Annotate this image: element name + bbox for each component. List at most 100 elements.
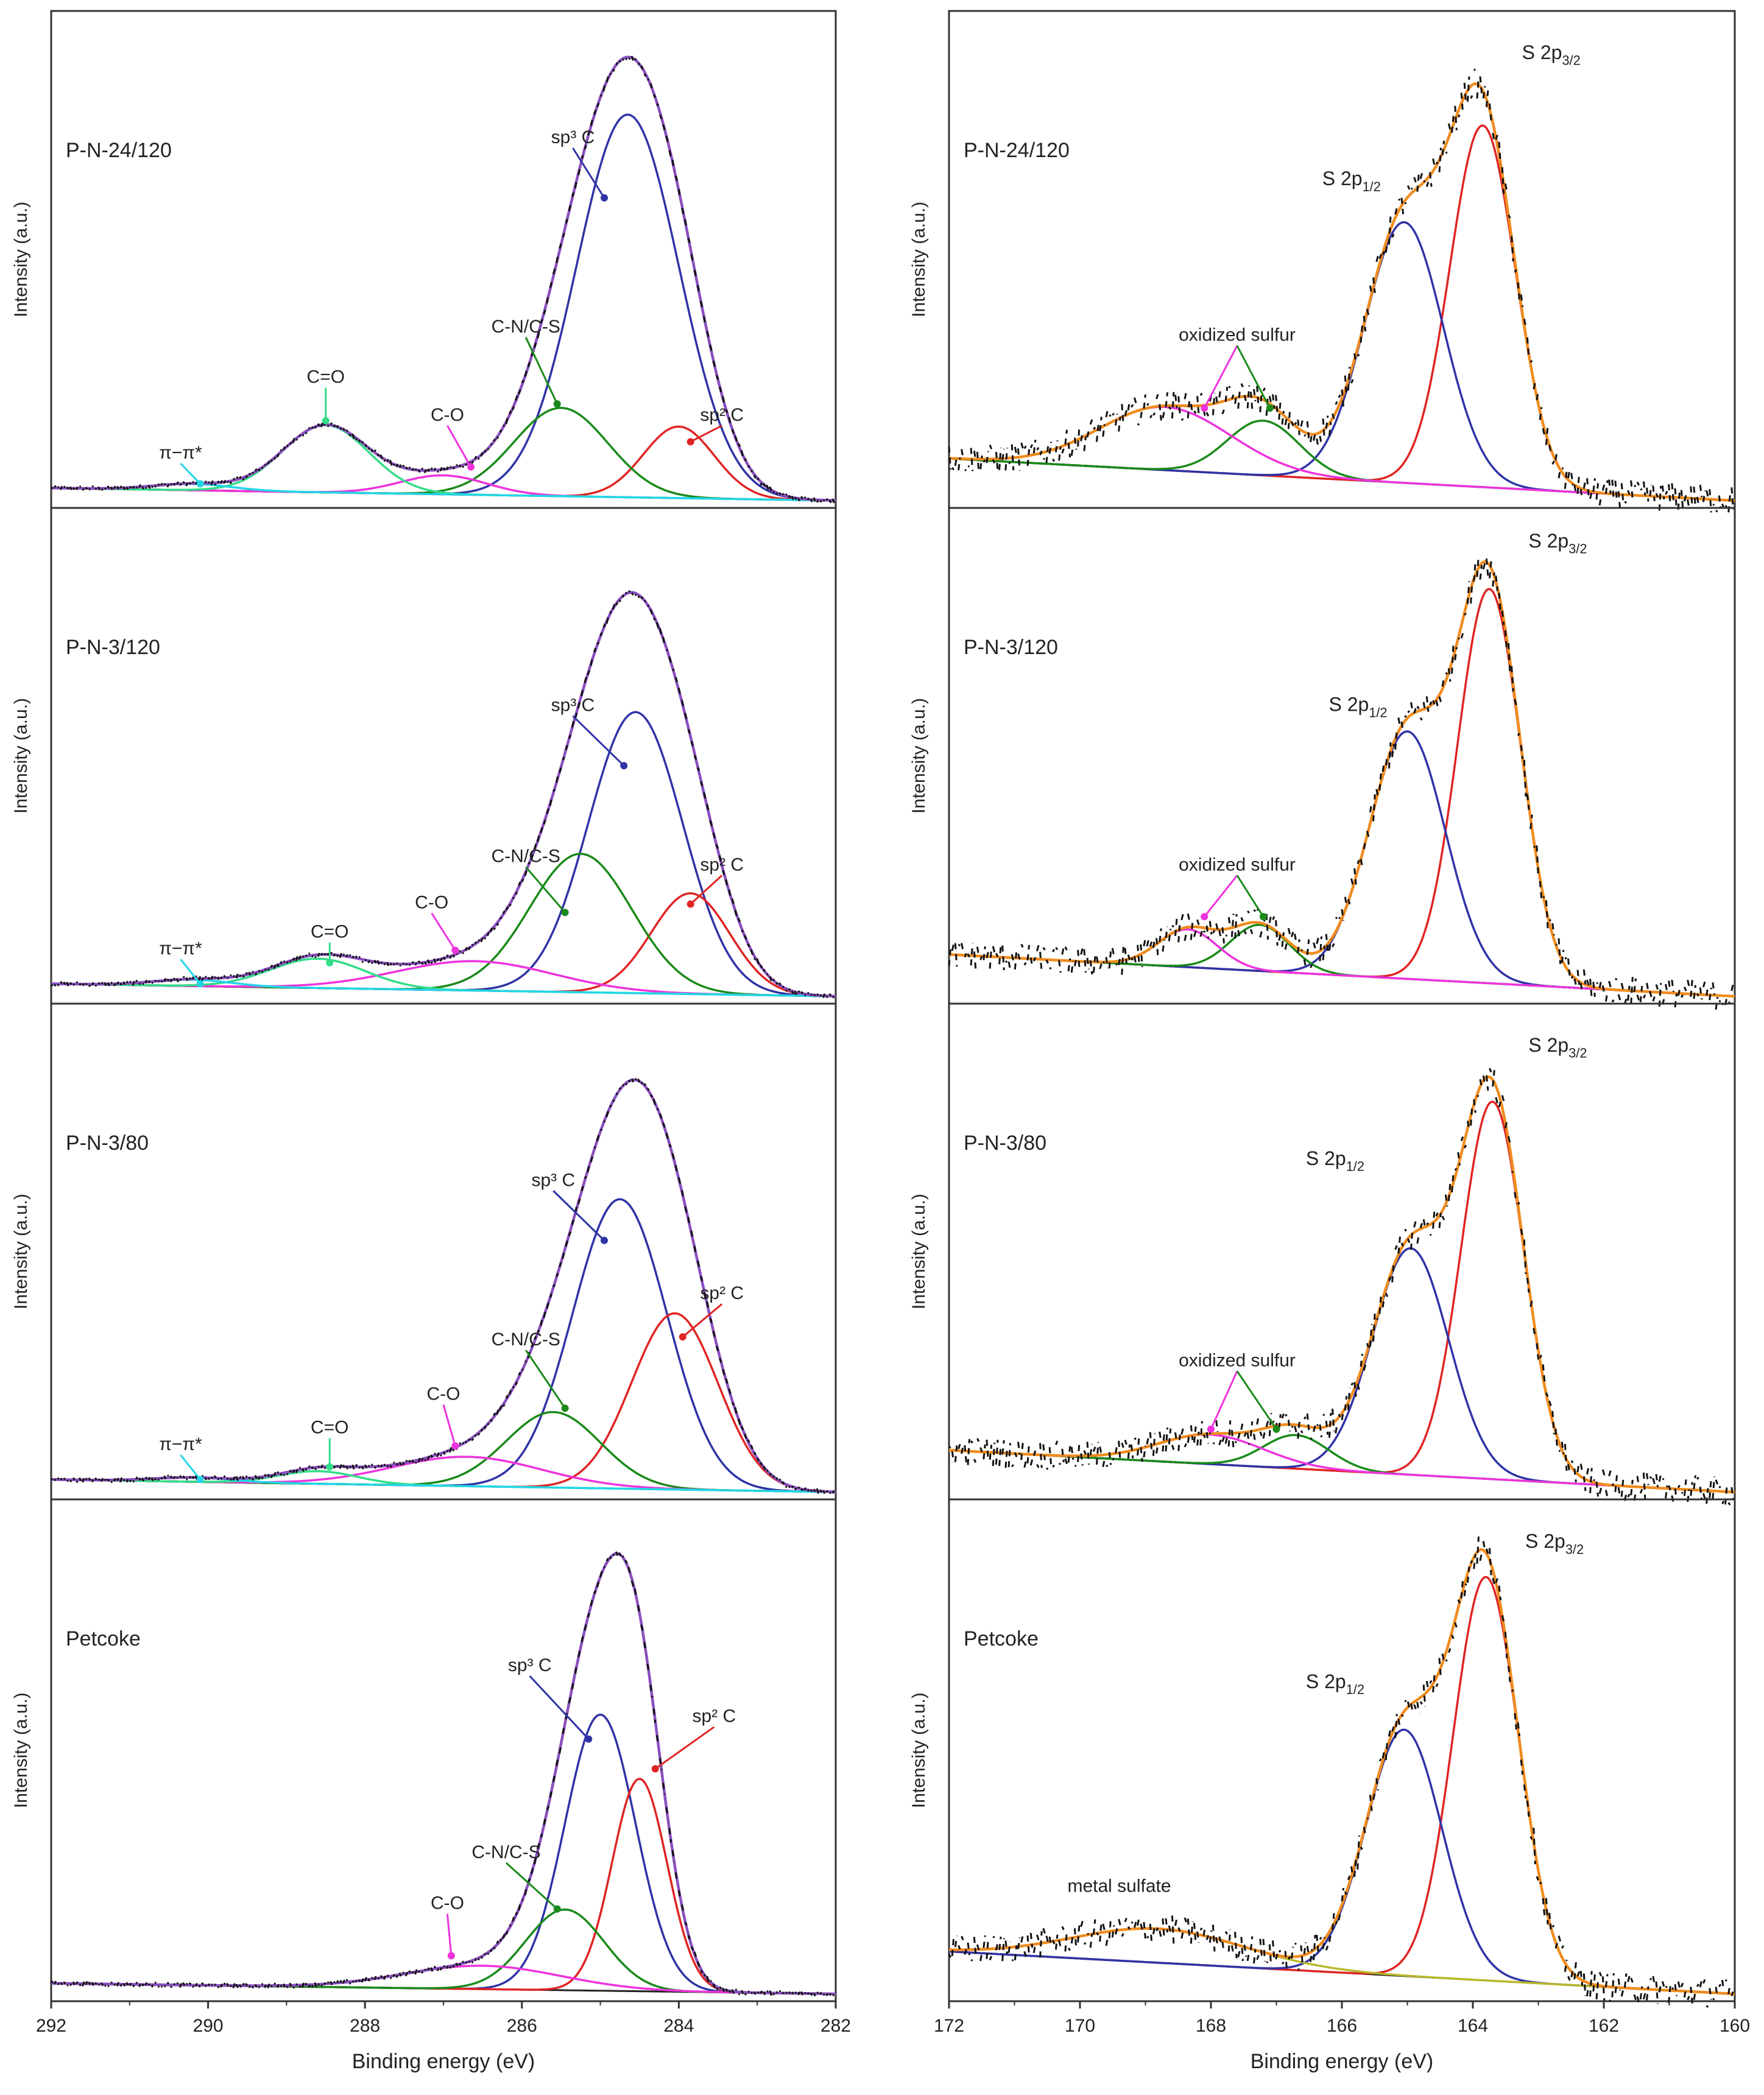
sample-label: P-N-3/120: [964, 636, 1058, 659]
annotation-arrowhead: [601, 194, 609, 202]
annotation-arrow: [525, 866, 566, 914]
sample-label: Petcoke: [66, 1627, 141, 1650]
annotation-arrow: [442, 1404, 456, 1446]
peak-label-s-2p1-2: S 2p1/2: [1322, 167, 1381, 194]
annotation-arrow: [524, 1350, 566, 1409]
annotation-arrowhead: [326, 1463, 334, 1471]
fit-envelope: [948, 1075, 1735, 1494]
peak-label-oxidized-sulfur: oxidized sulfur: [1179, 854, 1296, 875]
annotation-arrow: [572, 715, 625, 767]
annotation-arrow: [654, 1726, 715, 1770]
panel-s2p-petcoke: Petcoke Intensity (a.u.) S 2p3/2 S 2p1/2 met…: [909, 1498, 1750, 2073]
annotation-arrowhead: [326, 959, 334, 967]
peak-label-c-n-c-s: C-N/C-S: [492, 847, 560, 867]
peak-label-s-2p3-2: S 2p3/2: [1528, 530, 1587, 557]
peak-label-s-2p3-2: S 2p3/2: [1522, 41, 1581, 68]
annotation-arrowhead: [601, 1236, 609, 1244]
annotation-arrowhead: [553, 400, 561, 408]
x-tick-label: 170: [1065, 2016, 1095, 2036]
annotation-arrowhead: [196, 1476, 204, 1484]
annotation-arrow: [506, 1862, 558, 1910]
peak-label-sp-c: sp² C: [700, 854, 744, 875]
x-tick-label: 168: [1196, 2016, 1226, 2036]
raw-data: [51, 1078, 835, 1495]
y-axis-label: Intensity (a.u.): [11, 698, 31, 814]
y-axis-label: Intensity (a.u.): [909, 202, 929, 317]
x-tick-label: 282: [820, 2016, 851, 2036]
panel-s2p-p-n-3-120: P-N-3/120 Intensity (a.u.) S 2p3/2 S 2p1/2 o…: [909, 507, 1736, 1010]
annotation-arrowhead: [467, 463, 475, 471]
peak-label-oxidized-sulfur: oxidized sulfur: [1179, 325, 1296, 345]
peak-label-c-o: C-O: [431, 405, 464, 425]
annotation-arrow: [1236, 1370, 1277, 1430]
annotation-arrowhead: [561, 1404, 569, 1412]
annotation-arrowhead: [651, 1765, 659, 1773]
x-tick-label: 292: [36, 2016, 66, 2036]
annotation-arrow: [1204, 875, 1238, 918]
y-axis-label: Intensity (a.u.): [11, 202, 31, 317]
fit-envelope: [948, 82, 1735, 502]
annotation-arrow: [682, 1303, 723, 1338]
panel-c1s-p-n-24-120: P-N-24/120 Intensity (a.u.) sp³ C sp² C C-N/…: [11, 10, 837, 509]
x-tick-label: 164: [1458, 2016, 1488, 2036]
y-axis-label: Intensity (a.u.): [909, 1194, 929, 1309]
annotation-arrow: [431, 912, 456, 951]
x-axis-label: Binding energy (eV): [352, 2050, 535, 2073]
annotation-arrowhead: [1272, 1425, 1280, 1433]
annotation-arrowhead: [196, 980, 204, 988]
annotation-arrow: [552, 1190, 605, 1241]
peak-label-s-2p3-2: S 2p3/2: [1525, 1530, 1584, 1557]
peak-label-c-o: C-O: [431, 1893, 464, 1914]
annotation-arrowhead: [686, 438, 694, 446]
x-tick-label: 160: [1720, 2016, 1750, 2036]
peak-label-sp-c: sp³ C: [531, 1170, 575, 1190]
sample-label: P-N-24/120: [66, 139, 172, 162]
annotation-arrowhead: [1201, 913, 1208, 921]
raw-data: [50, 590, 835, 999]
peak-label-c-n-c-s: C-N/C-S: [492, 1329, 560, 1350]
sample-label: P-N-24/120: [964, 139, 1070, 162]
peak-label-sp-c: sp² C: [693, 1706, 736, 1727]
annotation-arrowhead: [1266, 404, 1274, 412]
annotation-arrow: [446, 425, 472, 468]
annotation-arrowhead: [561, 909, 569, 917]
peak-label-sp-c: sp³ C: [551, 695, 595, 716]
sample-label: P-N-3/80: [964, 1132, 1046, 1155]
peak-label-c-o: C-O: [415, 892, 448, 912]
annotation-arrowhead: [1260, 913, 1267, 921]
annotation-arrowhead: [553, 1905, 561, 1913]
panels: P-N-24/120 Intensity (a.u.) sp³ C sp² C C-N/…: [11, 10, 1750, 2073]
sample-label: P-N-3/120: [66, 636, 160, 659]
annotation-arrowhead: [1201, 404, 1208, 412]
x-tick-label: 162: [1589, 2016, 1619, 2036]
x-tick-label: 166: [1327, 2016, 1357, 2036]
peak-label-s-2p1-2: S 2p1/2: [1306, 1147, 1364, 1174]
peak-label-c-o: C-O: [427, 1384, 460, 1404]
raw-data: [50, 55, 835, 504]
annotation-arrow: [690, 424, 722, 443]
x-tick-label: 286: [507, 2016, 537, 2036]
peak-label-c-n-c-s: C-N/C-S: [471, 1842, 540, 1862]
peak-label-sp-c: sp³ C: [508, 1655, 552, 1675]
annotation-arrow: [690, 875, 723, 905]
annotation-arrowhead: [451, 1442, 459, 1450]
peak-label-sp-c: sp² C: [700, 405, 744, 425]
y-axis-label: Intensity (a.u.): [11, 1692, 31, 1808]
annotation-arrowhead: [679, 1333, 686, 1341]
panel-c1s-petcoke: Petcoke Intensity (a.u.) sp³ C sp² C C-N/C-S…: [11, 1498, 851, 2073]
peak-label-oxidized-sulfur: oxidized sulfur: [1179, 1350, 1296, 1370]
annotation-arrowhead: [322, 417, 330, 424]
annotation-arrow: [572, 147, 605, 199]
annotation-arrowhead: [196, 480, 204, 488]
y-axis-label: Intensity (a.u.): [909, 1692, 929, 1808]
x-tick-label: 284: [663, 2016, 694, 2036]
peak-label-c-o: C=O: [307, 367, 345, 387]
annotation-arrowhead: [686, 900, 694, 908]
raw-data: [948, 1536, 1734, 2008]
x-tick-label: 290: [193, 2016, 224, 2036]
raw-data: [50, 1551, 834, 1997]
raw-data: [948, 555, 1734, 1010]
peak-label-: π−π*: [159, 1434, 202, 1454]
peak-label-: π−π*: [159, 938, 202, 959]
